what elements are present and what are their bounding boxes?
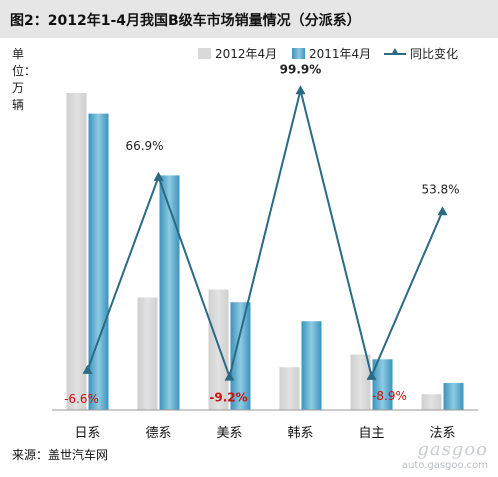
yoy-data-label-3: 99.9% [280, 62, 322, 76]
bar-2012-3 [279, 367, 300, 410]
chart-title: 图2：2012年1-4月我国B级车市场销量情况（分派系） [10, 13, 361, 29]
bar-2011-0 [88, 113, 109, 410]
yoy-data-label-5: 53.8% [421, 182, 459, 196]
legend-item-2011: 2011年4月 [292, 43, 371, 63]
legend-label-2011: 2011年4月 [309, 46, 372, 61]
source-note: 来源：盖世汽车网 [12, 448, 109, 462]
data-label-group: -6.6% 66.9% -9.2% 99.9% -8.9% 53.8% [64, 62, 459, 406]
yoy-data-label-2: -9.2% [209, 391, 247, 405]
x-tick-label-group: 日系 德系 美系 韩系 自主 法系 [74, 426, 455, 441]
yoy-data-label-4: -8.9% [372, 389, 407, 403]
bar-2011-1 [159, 175, 180, 410]
legend-item-2012: 2012年4月 [198, 43, 277, 63]
legend-line-marker-icon [384, 47, 406, 59]
legend-label-2012: 2012年4月 [215, 46, 278, 61]
bar-2011-5 [443, 383, 464, 410]
bar-2011-3 [301, 321, 322, 410]
bar-2012-5 [421, 394, 442, 410]
x-tick-label-3: 韩系 [287, 426, 313, 441]
bar-2012-4 [350, 354, 371, 410]
watermark-url: auto.gasgoo.com [401, 460, 488, 471]
yoy-data-label-0: -6.6% [64, 392, 99, 406]
bar-2012-0 [66, 93, 87, 410]
yoy-marker-5 [437, 206, 448, 216]
legend-swatch-2011 [292, 47, 305, 59]
bar-2011-4 [372, 359, 393, 410]
yoy-data-label-1: 66.9% [125, 139, 163, 153]
watermark-logo: gasgoo [417, 439, 488, 460]
yoy-marker-4 [366, 370, 377, 380]
yoy-line-group [82, 85, 448, 381]
watermark: gasgoo auto.gasgoo.com [402, 439, 488, 471]
bar-2012-1 [137, 297, 158, 410]
bar-2012-2 [208, 289, 229, 410]
legend-swatch-2012 [198, 47, 211, 59]
yoy-marker-1 [153, 171, 164, 181]
yoy-series-line [86, 89, 444, 378]
title-bar [0, 0, 498, 38]
x-tick-label-0: 日系 [74, 426, 100, 441]
x-tick-label-1: 德系 [145, 426, 171, 441]
x-tick-label-5: 法系 [429, 426, 455, 441]
bar-group [66, 93, 464, 410]
x-tick-label-4: 自主 [358, 426, 384, 441]
legend: 2012年4月 2011年4月 同比变化 [0, 43, 498, 63]
yoy-marker-0 [82, 364, 93, 374]
bar-2011-2 [230, 302, 251, 410]
y-axis-label: 单位：万辆 [12, 47, 37, 112]
yoy-marker-3 [295, 85, 306, 95]
legend-label-yoy: 同比变化 [410, 46, 459, 61]
yoy-marker-2 [224, 371, 235, 381]
legend-item-yoy: 同比变化 [384, 43, 458, 63]
x-tick-label-2: 美系 [216, 426, 242, 441]
